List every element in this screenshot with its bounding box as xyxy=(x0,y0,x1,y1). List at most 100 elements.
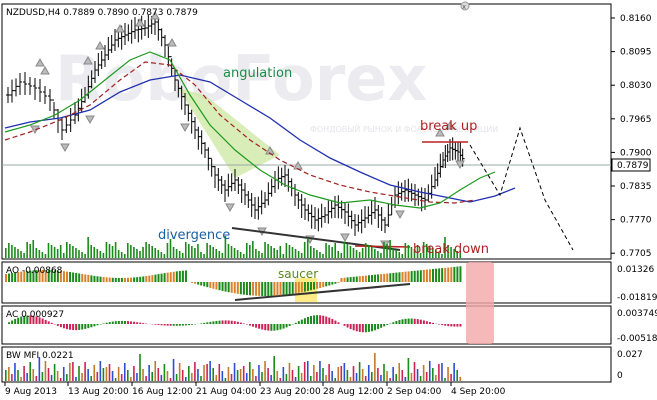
ac-bar xyxy=(410,318,413,324)
ao-bar xyxy=(26,270,29,282)
ao-bar xyxy=(261,282,264,296)
ac-bar xyxy=(75,324,78,331)
mfi-bar xyxy=(102,368,105,381)
ac-bar xyxy=(111,321,114,324)
close-icon[interactable]: x xyxy=(460,1,470,11)
price-bar xyxy=(6,87,10,103)
ac-bar xyxy=(261,324,264,330)
volume-bar xyxy=(78,250,80,258)
ao-bar xyxy=(175,271,178,282)
ao-bar xyxy=(428,269,431,282)
volume-bar xyxy=(294,249,297,258)
ac-bar xyxy=(276,324,279,331)
volume-bar xyxy=(413,249,416,258)
volume-bar xyxy=(456,251,458,258)
volume-bar xyxy=(398,252,401,258)
ao-bar xyxy=(395,272,398,282)
ac-bar xyxy=(181,324,184,326)
ac-bar xyxy=(386,324,389,325)
ao-bar xyxy=(425,269,428,282)
ao-bar xyxy=(148,275,151,282)
mfi-bar xyxy=(17,370,19,381)
ao-bar xyxy=(456,266,459,282)
ac-bar xyxy=(322,315,325,324)
ao-bar xyxy=(23,271,26,282)
volume-bar xyxy=(53,247,56,258)
fractal-down-arrow xyxy=(180,123,190,133)
ao-bar xyxy=(331,282,334,285)
ao-bar xyxy=(392,272,395,282)
ao-bar xyxy=(172,271,175,282)
price-tick-label: 0.7900 xyxy=(620,148,652,158)
ac-bar xyxy=(78,324,81,330)
volume-bar xyxy=(8,243,10,258)
ao-bar xyxy=(47,270,50,282)
ac-bar xyxy=(8,322,11,324)
volume-bar xyxy=(108,244,111,258)
ac-panel[interactable] xyxy=(1,305,612,345)
mfi-bar xyxy=(331,371,333,381)
time-tick-label: 23 Aug 20:00 xyxy=(260,387,321,397)
ac-bar xyxy=(142,323,145,324)
fractal-down-arrow xyxy=(455,160,465,170)
mfi-bar xyxy=(130,377,132,381)
price-tick-label: 0.7965 xyxy=(620,115,652,125)
ac-bar xyxy=(166,324,169,326)
volume-bar xyxy=(337,251,340,258)
ao-bar xyxy=(133,277,136,282)
mfi-bar xyxy=(90,376,92,381)
mfi-bar xyxy=(255,376,257,381)
ao-bar xyxy=(154,274,157,282)
volume-bar xyxy=(20,251,22,258)
main-price-panel[interactable] xyxy=(1,3,612,260)
mfi-bar xyxy=(282,367,285,381)
ao-bar xyxy=(35,270,38,282)
volume-bar xyxy=(172,247,175,258)
ac-bar xyxy=(398,320,401,324)
mfi-bar xyxy=(230,374,233,381)
mfi-bar xyxy=(422,365,425,381)
ao-bar xyxy=(291,282,294,294)
ac-bar xyxy=(169,324,172,326)
ac-axis-bottom: -0.00518 xyxy=(617,334,657,344)
mfi-bar xyxy=(87,369,89,381)
price-bar xyxy=(18,73,22,95)
price-bar xyxy=(68,108,73,132)
ac-bar xyxy=(236,321,239,324)
price-bar xyxy=(33,78,37,100)
mfi-bar xyxy=(419,376,422,381)
angulation-label: angulation xyxy=(223,66,292,81)
mfi-bar xyxy=(407,358,410,381)
ac-bar xyxy=(81,324,84,330)
fractal-down-arrow xyxy=(225,203,235,213)
ao-bar xyxy=(419,270,422,282)
ao-bar xyxy=(352,276,355,282)
mfi-bar xyxy=(142,369,144,381)
mfi-bar xyxy=(310,376,312,381)
mfi-bar xyxy=(175,374,178,381)
mfi-bar xyxy=(358,362,361,381)
volume-bar xyxy=(306,238,309,258)
mfi-bar xyxy=(459,377,462,381)
mfi-bar xyxy=(188,366,190,381)
ao-bar xyxy=(38,270,41,282)
ao-axis-bottom: -0.01819 xyxy=(617,293,657,303)
ao-bar xyxy=(81,273,84,282)
ac-bar xyxy=(93,324,96,327)
ac-bar xyxy=(395,321,398,324)
volume-bar xyxy=(81,252,83,258)
volume-bar xyxy=(227,244,230,258)
fractal-down-arrow xyxy=(395,210,405,220)
mfi-bar xyxy=(328,364,330,381)
mfi-bar xyxy=(291,370,294,381)
mfi-panel[interactable] xyxy=(1,346,612,383)
volume-bar xyxy=(383,242,385,258)
ac-bar xyxy=(50,322,53,324)
ac-bar xyxy=(331,318,334,324)
mfi-bar xyxy=(306,361,309,381)
ao-bar xyxy=(267,282,270,296)
ac-histogram xyxy=(8,315,462,333)
mfi-bar xyxy=(178,363,181,381)
ao-bar xyxy=(59,270,62,282)
